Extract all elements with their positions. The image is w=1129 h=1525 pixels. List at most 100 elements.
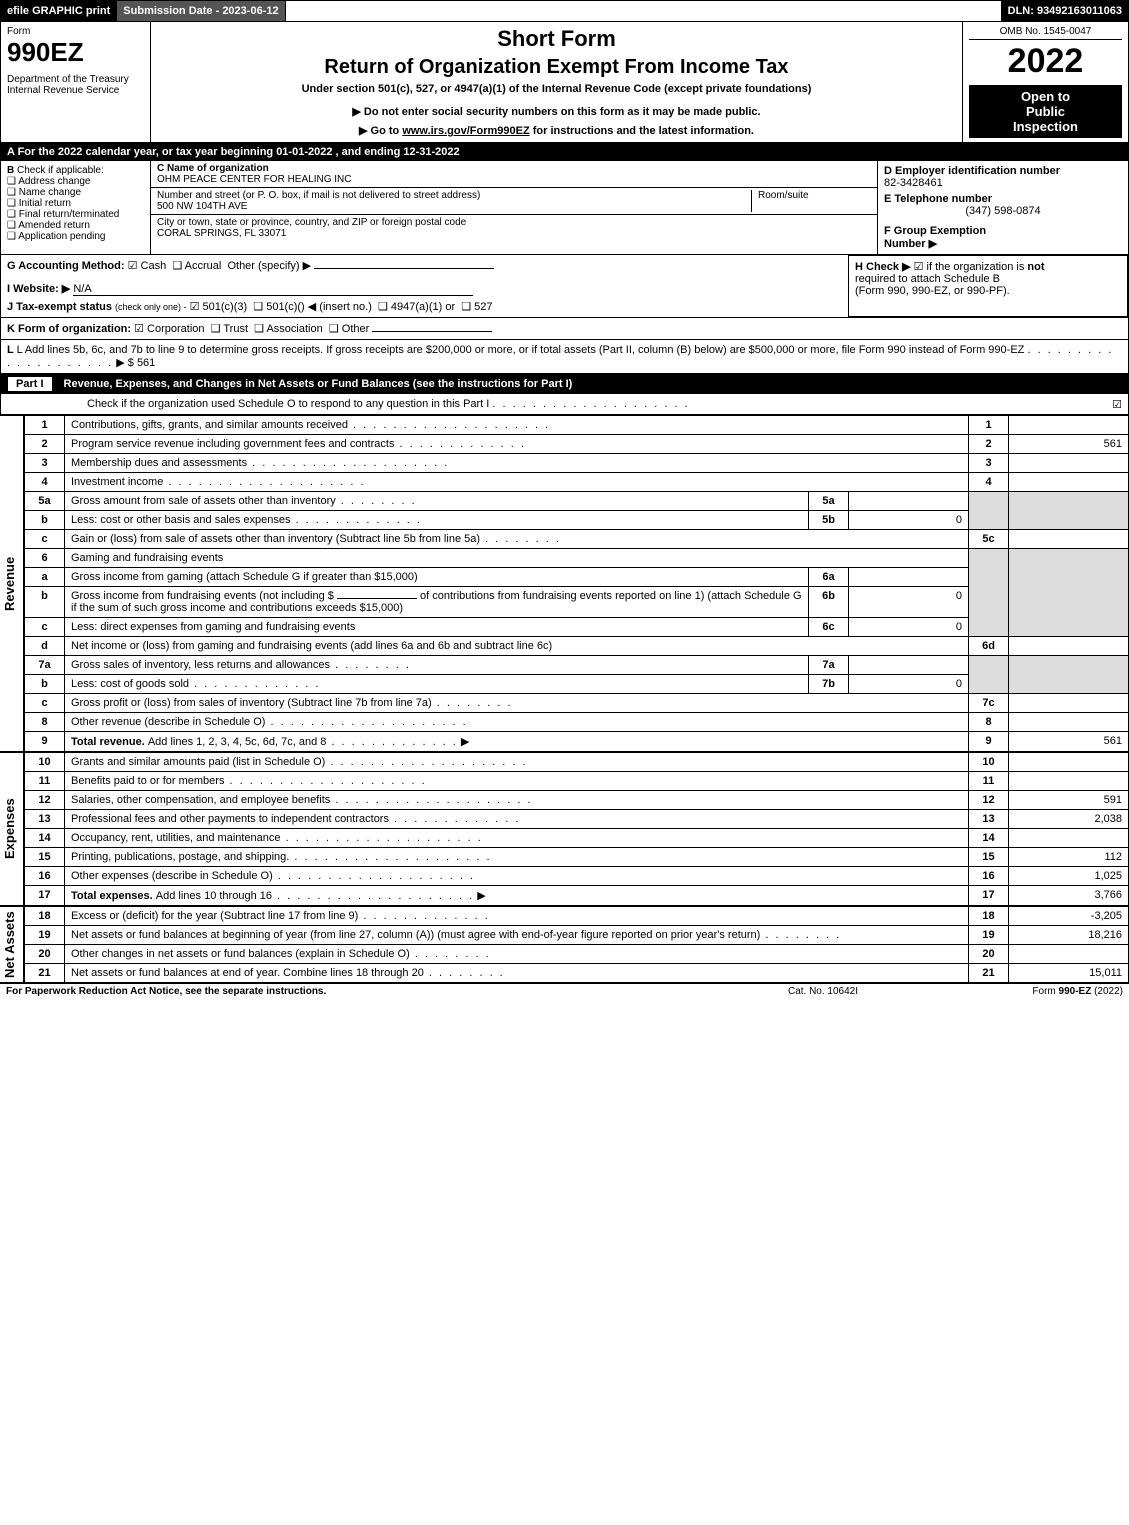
line-2-num: 2 [25, 435, 65, 454]
form-number: 990EZ [7, 37, 144, 68]
label-accrual: Accrual [185, 260, 222, 272]
line-6b-subval: 0 [849, 587, 969, 618]
line-12-value: 591 [1009, 791, 1129, 810]
checkbox-application-pending[interactable] [7, 231, 18, 242]
section-k: K Form of organization: Corporation Trus… [0, 318, 1129, 340]
label-association: Association [266, 323, 322, 335]
line-11: 11 Benefits paid to or for members 11 [25, 772, 1129, 791]
open-line-3: Inspection [973, 119, 1118, 134]
line-6d-value [1009, 637, 1129, 656]
line-6c-desc: Less: direct expenses from gaming and fu… [71, 621, 355, 633]
line-4: 4 Investment income 4 [25, 473, 1129, 492]
note-goto-pre: ▶ Go to [359, 125, 402, 137]
checkbox-final-return[interactable] [7, 209, 19, 220]
line-20: 20 Other changes in net assets or fund b… [25, 945, 1129, 964]
line-14-num: 14 [25, 829, 65, 848]
label-name-change: Name change [19, 187, 81, 198]
line-7b-num: b [25, 675, 65, 694]
line-4-value [1009, 473, 1129, 492]
net-assets-vertical-label: Net Assets [0, 906, 24, 983]
other-method-input[interactable] [314, 268, 494, 269]
line-3-value [1009, 454, 1129, 473]
expenses-table: 10 Grants and similar amounts paid (list… [24, 752, 1129, 906]
checkbox-association[interactable] [254, 323, 266, 335]
revenue-table: 1 Contributions, gifts, grants, and simi… [24, 415, 1129, 752]
street-row: Number and street (or P. O. box, if mail… [151, 188, 877, 215]
page-footer: For Paperwork Reduction Act Notice, see … [0, 983, 1129, 999]
line-6d-desc: Net income or (loss) from gaming and fun… [65, 637, 969, 656]
net-assets-section: Net Assets 18 Excess or (deficit) for th… [0, 906, 1129, 983]
line-21-value: 15,011 [1009, 964, 1129, 983]
line-5b-num: b [25, 511, 65, 530]
line-11-rightnum: 11 [969, 772, 1009, 791]
checkbox-501c3[interactable] [190, 301, 203, 313]
line-5ab-shaded [969, 492, 1009, 530]
org-name-value: OHM PEACE CENTER FOR HEALING INC [157, 174, 351, 185]
checkbox-amended-return[interactable] [7, 220, 18, 231]
checkbox-527[interactable] [461, 301, 474, 313]
line-12: 12 Salaries, other compensation, and emp… [25, 791, 1129, 810]
line-5ab-shaded-val [1009, 492, 1129, 530]
line-7b-desc: Less: cost of goods sold [71, 678, 189, 690]
line-7a-subnum: 7a [809, 656, 849, 675]
line-15-value: 112 [1009, 848, 1129, 867]
line-2-rightnum: 2 [969, 435, 1009, 454]
form-header: Form 990EZ Department of the Treasury In… [0, 22, 1129, 143]
checkbox-name-change[interactable] [7, 187, 19, 198]
line-19-value: 18,216 [1009, 926, 1129, 945]
line-8-value [1009, 713, 1129, 732]
group-word-1: F Group Exemption [884, 225, 986, 237]
line-10: 10 Grants and similar amounts paid (list… [25, 753, 1129, 772]
part-1-subheader: Check if the organization used Schedule … [0, 394, 1129, 415]
irs-link[interactable]: www.irs.gov/Form990EZ [402, 125, 529, 137]
city-row: City or town, state or province, country… [151, 215, 877, 241]
label-501c-close: ) ◀ (insert no.) [301, 301, 372, 313]
line-6b-amount-input[interactable] [337, 598, 417, 599]
ein-label: D Employer identification number [884, 165, 1122, 177]
line-9-value: 561 [1009, 732, 1129, 752]
checkbox-initial-return[interactable] [7, 198, 19, 209]
top-bar-spacer [286, 1, 1002, 21]
footer-form-post: (2022) [1091, 986, 1123, 997]
line-15-rightnum: 15 [969, 848, 1009, 867]
label-initial-return: Initial return [19, 198, 71, 209]
line-18-value: -3,205 [1009, 907, 1129, 926]
line-19-desc: Net assets or fund balances at beginning… [71, 929, 760, 941]
part-1-schedule-o-note: Check if the organization used Schedule … [87, 398, 489, 410]
checkbox-corporation[interactable] [134, 323, 147, 335]
top-bar: efile GRAPHIC print Submission Date - 20… [0, 0, 1129, 22]
checkbox-4947a1[interactable] [378, 301, 391, 313]
line-18-num: 18 [25, 907, 65, 926]
h-check-post: if the organization is [927, 261, 1028, 273]
checkbox-trust[interactable] [211, 323, 224, 335]
line-6b-subnum: 6b [809, 587, 849, 618]
label-amended-return: Amended return [18, 220, 90, 231]
line-3: 3 Membership dues and assessments 3 [25, 454, 1129, 473]
line-6-shaded-val [1009, 549, 1129, 637]
header-left: Form 990EZ Department of the Treasury In… [1, 22, 151, 142]
open-line-2: Public [973, 104, 1118, 119]
checkbox-schedule-o[interactable] [1112, 398, 1122, 411]
checkbox-other-org[interactable] [329, 323, 342, 335]
checkbox-not-required-schedule-b[interactable] [914, 261, 927, 273]
checkbox-501c[interactable] [253, 301, 266, 313]
line-2-desc: Program service revenue including govern… [71, 438, 394, 450]
checkbox-address-change[interactable] [7, 176, 18, 187]
section-l: L L Add lines 5b, 6c, and 7b to line 9 t… [0, 340, 1129, 374]
main-title: Return of Organization Exempt From Incom… [157, 56, 956, 79]
line-2-value: 561 [1009, 435, 1129, 454]
line-6-num: 6 [25, 549, 65, 568]
line-4-rightnum: 4 [969, 473, 1009, 492]
line-17-value: 3,766 [1009, 886, 1129, 906]
other-org-input[interactable] [372, 331, 492, 332]
checkbox-accrual[interactable] [172, 260, 184, 272]
line-5b-desc: Less: cost or other basis and sales expe… [71, 514, 291, 526]
line-6b-desc-pre: Gross income from fundraising events (no… [71, 590, 334, 602]
short-form-title: Short Form [157, 26, 956, 52]
line-6c-subval: 0 [849, 618, 969, 637]
line-6a-desc: Gross income from gaming (attach Schedul… [65, 568, 809, 587]
part-1-label: Part I [8, 377, 52, 391]
checkbox-cash[interactable] [128, 260, 141, 272]
line-6d: d Net income or (loss) from gaming and f… [25, 637, 1129, 656]
line-12-desc: Salaries, other compensation, and employ… [71, 794, 330, 806]
